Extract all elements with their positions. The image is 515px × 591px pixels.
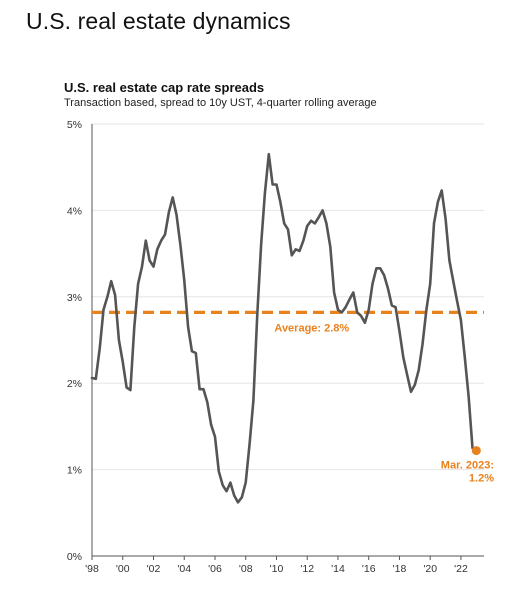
x-tick-label: '16 [362,563,376,575]
chart-subtitle: Transaction based, spread to 10y UST, 4-… [64,97,377,109]
last-point-label-value: 1.2% [469,473,494,485]
chart-title: U.S. real estate cap rate spreads [64,80,265,95]
series-group [90,152,478,504]
y-tick-label: 4% [67,205,82,217]
x-tick-label: '98 [85,563,99,575]
x-tick-label: '06 [208,563,222,575]
x-tick-label: '10 [270,563,284,575]
x-tick-label: '14 [331,563,345,575]
x-tick-label: '02 [147,563,161,575]
average-group: Average: 2.8% [92,310,484,334]
x-tick-label: '12 [300,563,314,575]
cap-rate-spread-line [90,152,478,504]
y-tick-label: 0% [67,551,82,563]
x-tick-label: '22 [454,563,468,575]
last-point-label-date: Mar. 2023: [441,460,494,472]
y-tick-label: 1% [67,465,82,477]
y-axis: 0% 1% 2% 3% 4% 5% [67,119,93,563]
last-point-marker [471,446,481,456]
x-axis: '98 '00 '02 '04 '06 '08 '10 '12 '14 '16 '18 '20 '22 [85,555,484,575]
x-tick-label: '00 [116,563,130,575]
x-tick-label: '04 [177,563,191,575]
x-tick-label: '20 [423,563,437,575]
annotations: Mar. 2023:1.2% [441,446,494,485]
page-title: U.S. real estate dynamics [26,8,291,34]
average-label: Average: 2.8% [274,322,349,334]
x-tick-label: '08 [239,563,253,575]
y-tick-label: 3% [67,292,82,304]
x-tick-label: '18 [393,563,407,575]
y-tick-label: 2% [67,378,82,390]
y-tick-label: 5% [67,119,82,131]
gridlines [92,123,484,471]
